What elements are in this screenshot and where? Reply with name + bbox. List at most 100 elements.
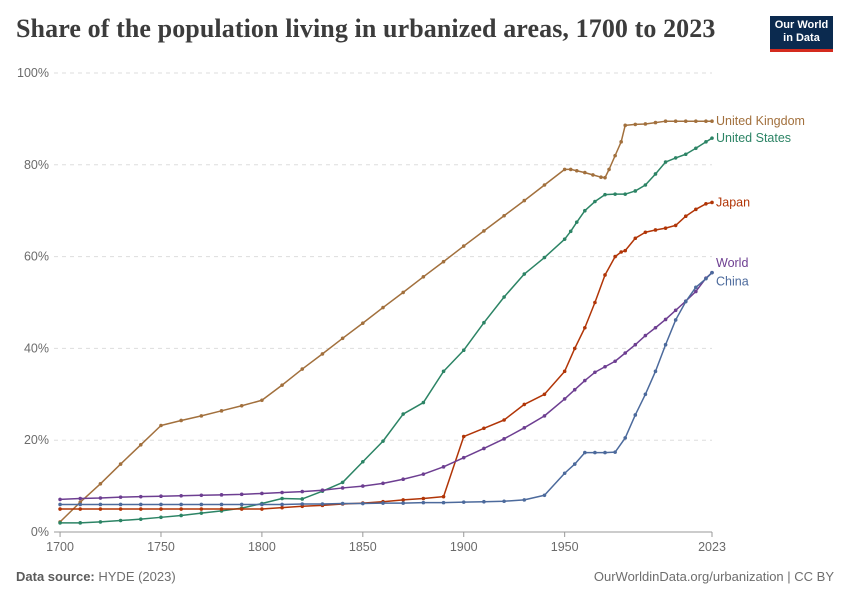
owid-logo[interactable]: Our World in Data	[770, 16, 833, 52]
series-label-united-kingdom[interactable]: United Kingdom	[716, 114, 805, 128]
data-point	[673, 156, 678, 160]
series-label-china[interactable]: China	[716, 274, 749, 288]
data-point	[704, 276, 708, 281]
series-united-states[interactable]	[58, 136, 714, 525]
data-point	[199, 414, 204, 418]
data-point	[562, 471, 567, 476]
data-point	[663, 119, 668, 123]
data-point	[633, 342, 638, 347]
data-point	[562, 397, 567, 401]
data-point	[199, 493, 204, 498]
series-labels: United Kingdom United States Japan World Chi…	[716, 114, 805, 288]
series-line[interactable]	[60, 272, 713, 506]
series-label-world[interactable]: World	[716, 256, 748, 270]
data-point	[502, 213, 506, 218]
data-point	[583, 208, 587, 213]
series-china[interactable]	[58, 270, 714, 507]
data-point	[591, 173, 595, 177]
data-point	[159, 507, 163, 511]
data-point	[482, 426, 486, 431]
series-label-japan[interactable]: Japan	[716, 195, 750, 209]
data-point	[361, 459, 365, 464]
data-point	[710, 200, 714, 205]
data-point	[623, 248, 628, 253]
data-point	[683, 152, 688, 157]
data-point	[619, 250, 623, 254]
data-point	[401, 477, 405, 482]
data-point	[98, 496, 103, 500]
series-line[interactable]	[59, 120, 712, 523]
data-point	[441, 465, 446, 469]
data-point	[340, 336, 345, 341]
data-point	[78, 507, 83, 511]
data-point	[239, 507, 244, 511]
data-point	[340, 486, 345, 490]
x-tick-label: 1850	[349, 540, 377, 554]
data-point	[461, 500, 466, 504]
data-point	[502, 295, 506, 299]
data-point	[78, 502, 83, 507]
data-point	[613, 254, 617, 259]
data-point	[623, 123, 628, 128]
data-point	[593, 370, 597, 375]
data-point	[280, 505, 284, 510]
data-point	[568, 229, 573, 234]
x-tick-label: 1950	[551, 540, 579, 554]
data-point	[502, 499, 506, 504]
data-point	[572, 387, 577, 392]
data-point	[219, 409, 224, 413]
data-point	[260, 398, 264, 403]
data-point	[381, 501, 385, 505]
series-line[interactable]	[60, 272, 713, 501]
data-point	[593, 300, 597, 305]
data-point	[461, 348, 466, 353]
data-point	[58, 521, 62, 525]
y-tick-label: 20%	[24, 433, 49, 447]
data-point	[623, 192, 628, 196]
data-point	[300, 367, 305, 371]
series-line[interactable]	[60, 137, 713, 524]
data-point	[562, 369, 567, 374]
data-point	[653, 172, 658, 176]
data-point	[138, 507, 143, 511]
data-point	[593, 450, 597, 455]
data-point	[643, 230, 648, 235]
data-point	[260, 502, 264, 507]
series-united-kingdom[interactable]	[58, 119, 714, 524]
data-point	[613, 153, 617, 158]
logo-line-2: in Data	[783, 32, 820, 44]
footer-url[interactable]: OurWorldinData.org/urbanization | CC BY	[593, 569, 834, 584]
data-point	[574, 168, 579, 173]
data-point	[710, 136, 714, 140]
data-point	[78, 496, 83, 501]
series-label-united-states[interactable]: United States	[716, 131, 791, 145]
data-point	[603, 192, 607, 197]
data-point	[401, 501, 405, 505]
data-point	[663, 317, 668, 322]
data-point	[58, 507, 62, 511]
data-point	[361, 321, 365, 325]
data-point	[568, 167, 573, 172]
series-japan[interactable]	[58, 200, 714, 511]
data-point	[280, 502, 284, 507]
data-point	[603, 364, 607, 369]
data-point	[138, 442, 143, 447]
data-point	[704, 202, 708, 206]
data-point	[613, 192, 617, 196]
data-point	[694, 207, 698, 212]
data-point	[593, 199, 597, 204]
series-line[interactable]	[60, 201, 713, 510]
data-point	[441, 500, 446, 505]
series-world[interactable]	[58, 270, 714, 502]
data-point	[522, 272, 527, 276]
data-point	[607, 167, 611, 172]
data-source-label: Data source:	[16, 569, 95, 584]
data-point	[522, 426, 527, 430]
data-point	[421, 496, 426, 501]
data-point	[239, 492, 244, 497]
data-point	[280, 383, 284, 387]
y-tick-label: 100%	[17, 66, 49, 80]
data-point	[58, 497, 62, 502]
data-point	[502, 437, 506, 441]
data-source-value[interactable]: HYDE (2023)	[98, 569, 176, 584]
